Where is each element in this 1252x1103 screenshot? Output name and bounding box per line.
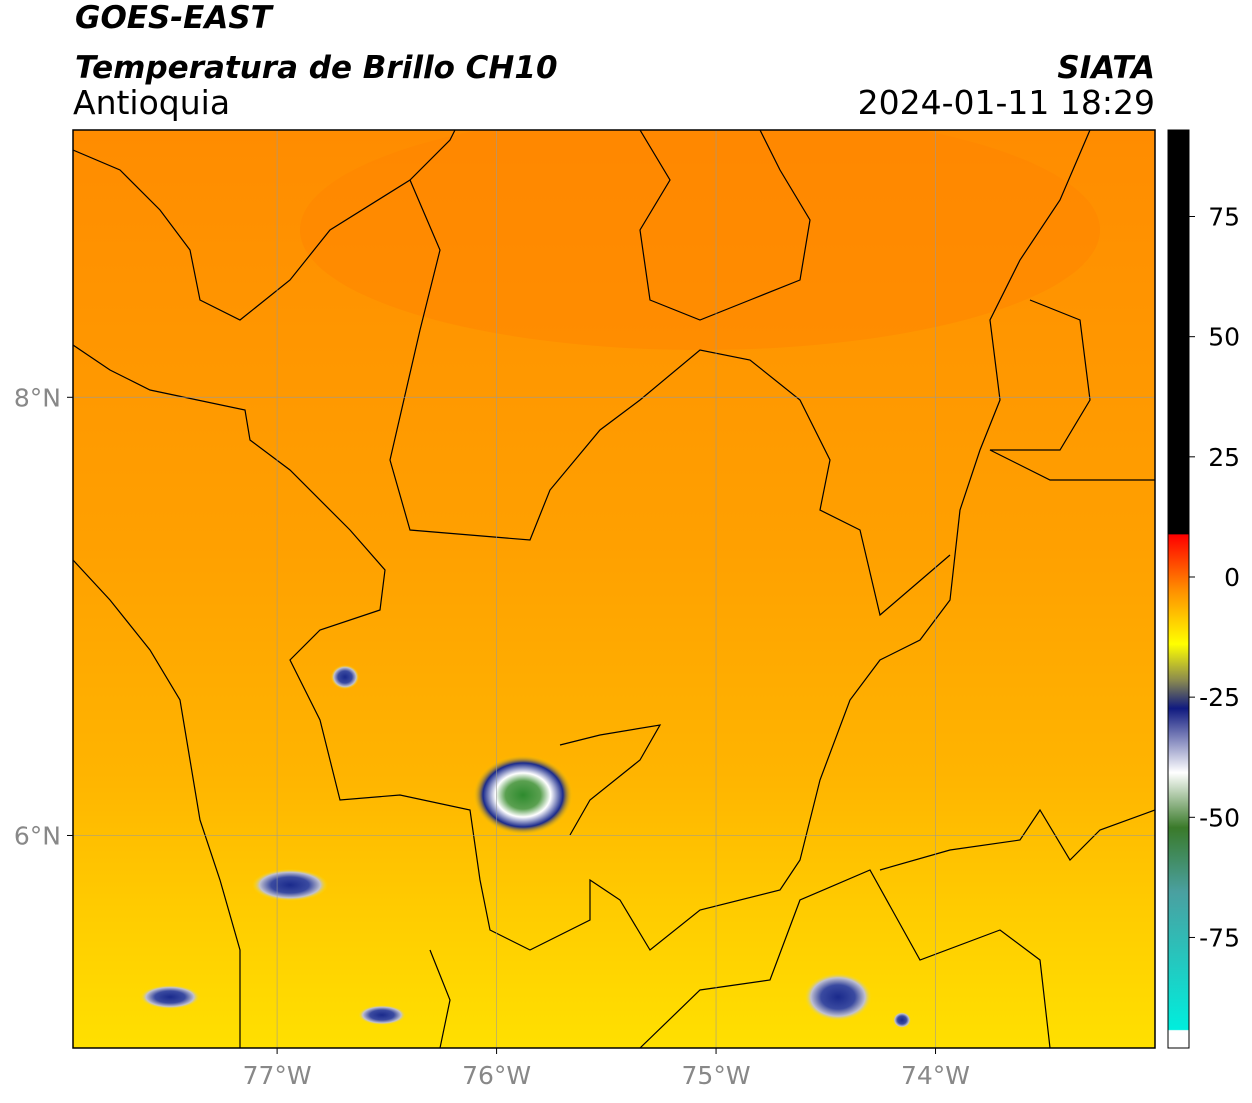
warm-region	[300, 130, 1100, 350]
colorbar-tick-label: 0	[1224, 563, 1240, 592]
lat-tick-label: 8°N	[14, 383, 61, 412]
region: Antioquia	[73, 83, 230, 122]
source: SIATA	[1057, 50, 1155, 86]
lat-tick-label: 6°N	[14, 821, 61, 850]
colorbar-tick-label: -75	[1199, 923, 1240, 952]
colorbar-tick-label: -25	[1199, 683, 1240, 712]
map-frame	[72, 129, 1156, 1049]
cloud-cell	[331, 665, 359, 689]
lon-tick-label: 74°W	[901, 1061, 970, 1090]
colorbar	[1167, 129, 1190, 1049]
timestamp: 2024-01-11 18:29	[858, 83, 1155, 122]
storm-cell	[473, 755, 573, 835]
colorbar-tick-label: 75	[1208, 203, 1240, 232]
title: GOES-EAST	[75, 0, 275, 36]
cloud-cell	[358, 1005, 406, 1025]
borders	[73, 130, 1155, 1048]
lon-tick-label: 77°W	[243, 1061, 312, 1090]
graticule	[73, 130, 1155, 1048]
subtitle: Temperatura de Brillo CH10	[75, 50, 558, 86]
lon-tick-label: 76°W	[462, 1061, 531, 1090]
colorbar-tick-label: -50	[1199, 803, 1240, 832]
colorbar-tick-label: 25	[1208, 443, 1240, 472]
cloud-cell	[140, 985, 200, 1009]
lon-tick-label: 75°W	[682, 1061, 751, 1090]
cloud-cell	[893, 1012, 911, 1028]
map-area	[73, 130, 1155, 1048]
cloud-cell	[252, 869, 328, 901]
colorbar-tick-label: 50	[1208, 323, 1240, 352]
cloud-cell	[804, 973, 872, 1021]
